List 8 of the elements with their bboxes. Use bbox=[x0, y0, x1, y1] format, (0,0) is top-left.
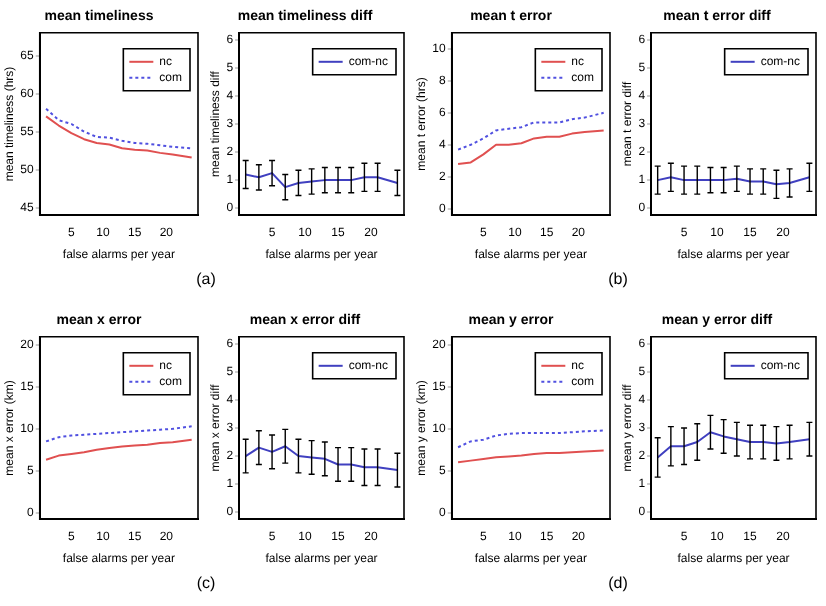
line-series bbox=[457, 428, 605, 448]
line-series bbox=[45, 107, 193, 150]
text: (a) bbox=[196, 270, 216, 288]
text: (d) bbox=[608, 573, 628, 591]
line-series bbox=[457, 111, 605, 151]
line-series bbox=[45, 424, 193, 442]
text: (c) bbox=[196, 573, 216, 591]
text: (b) bbox=[608, 270, 628, 288]
